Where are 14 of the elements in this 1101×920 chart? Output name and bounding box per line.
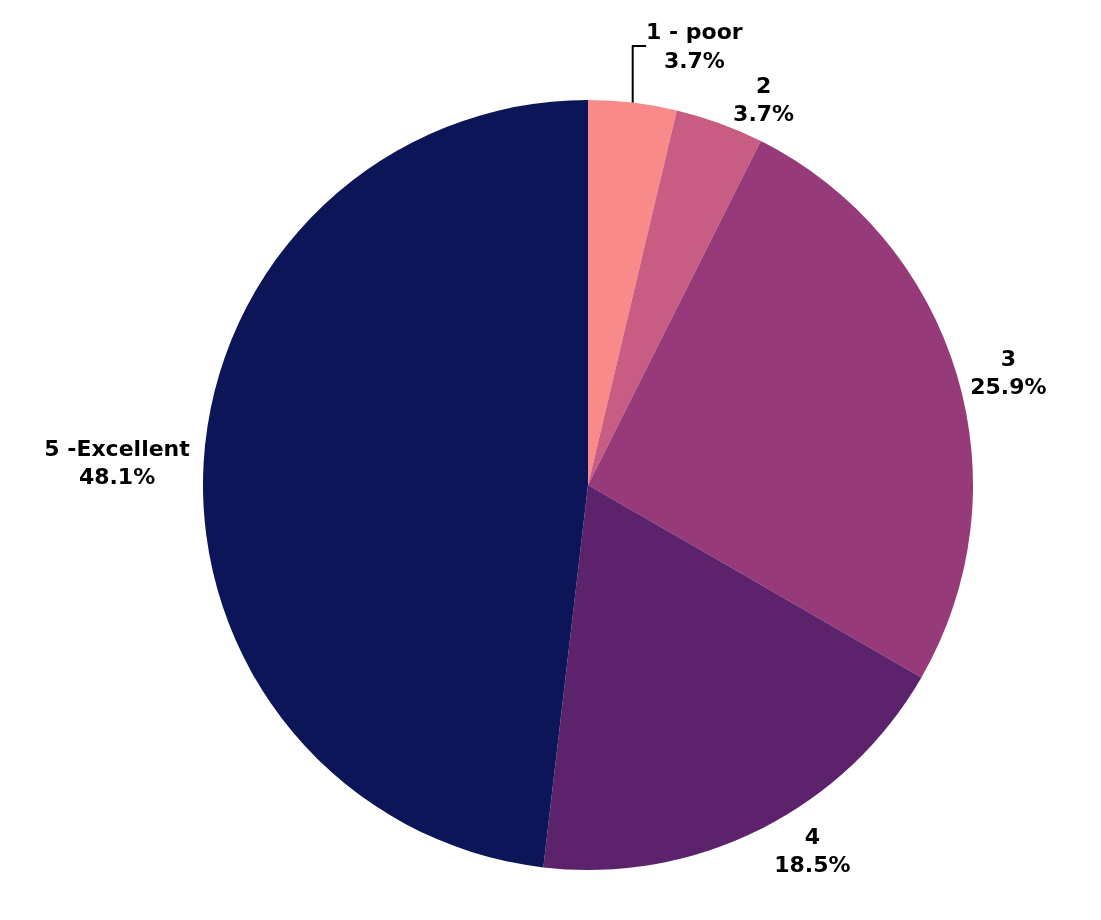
slice-label: 3 — [1000, 345, 1017, 371]
slice-label: 2 — [755, 72, 772, 98]
slice-label: 4 — [804, 823, 821, 849]
slice-label: 1 - poor — [646, 19, 743, 45]
data-label: 48.1% — [78, 464, 156, 490]
pie-slice — [543, 485, 922, 870]
data-label: 3.7% — [663, 47, 725, 73]
slice-label: 5 -Excellent — [44, 435, 191, 461]
data-label: 3.7% — [733, 101, 795, 127]
data-label: 25.9% — [970, 374, 1047, 400]
data-label: 18.5% — [774, 852, 851, 878]
pie-slice — [203, 100, 588, 868]
pie-slice — [588, 100, 677, 485]
pie-slice — [588, 140, 973, 678]
